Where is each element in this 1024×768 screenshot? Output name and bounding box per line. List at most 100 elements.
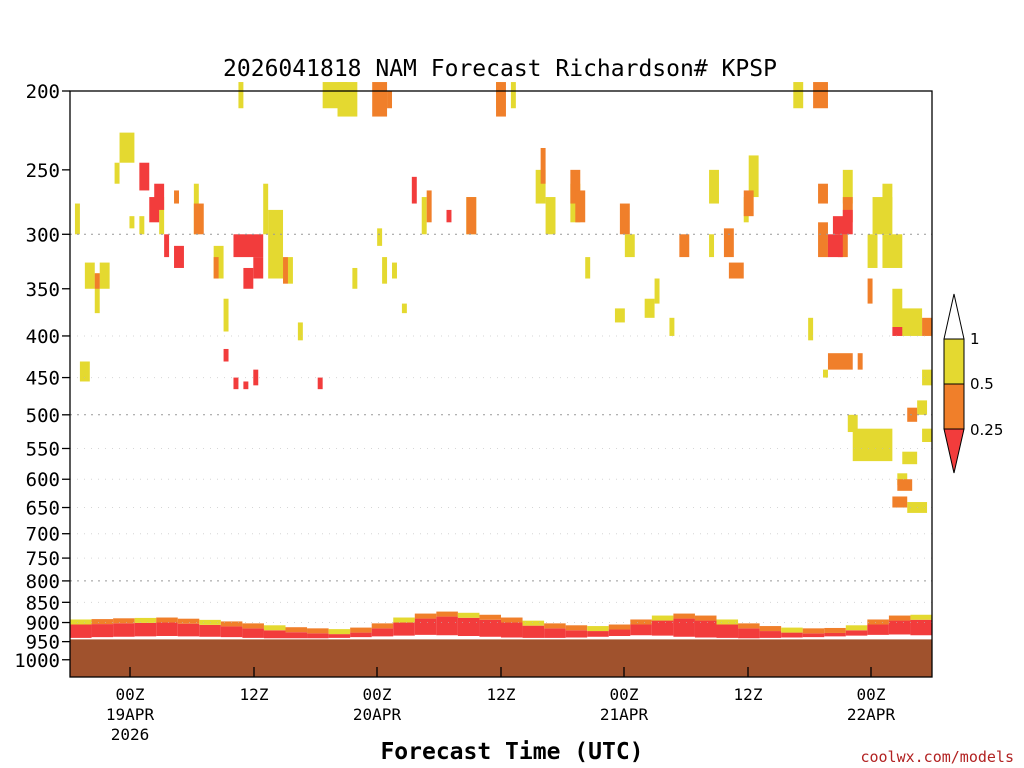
pbl-cell [436,616,458,636]
pbl-fringe-cell [263,625,286,631]
ri-cell [223,348,229,362]
x-tick-label: 00Z [610,685,639,704]
watermark: coolwx.com/models [860,748,1014,766]
pbl-cell [328,634,351,638]
y-tick-label: 400 [26,326,60,348]
ri-cell [263,183,269,235]
pbl-cell [156,622,178,637]
ri-cell [709,169,719,204]
ri-cell [253,257,264,279]
ri-cell [922,428,932,443]
ri-cell [253,369,259,386]
pbl-cell [522,625,545,638]
y-tick-label: 800 [26,571,60,593]
ri-cell [808,317,814,341]
pbl-fringe-cell [716,619,739,625]
ri-cell [842,209,853,235]
pbl-cell [673,618,695,637]
ri-cell [193,203,204,235]
pbl-fringe-cell [738,623,760,629]
ri-cell [268,209,284,279]
ri-cell [164,234,170,258]
x-tick-label: 00Z [116,685,145,704]
pbl-fringe-cell [156,617,178,623]
pbl-fringe-cell [91,619,114,625]
pbl-cell [845,630,868,636]
x-tick-label: 12Z [487,685,516,704]
ri-cell [159,197,165,235]
ri-cell [287,257,293,284]
pbl-cell [393,622,415,636]
pbl-fringe-cell [544,623,566,629]
ri-cell [352,267,358,289]
colorbar-label-1: 1 [970,330,980,348]
pbl-cell [414,618,437,635]
pbl-fringe-cell [673,613,695,619]
colorbar-label-0.25: 0.25 [970,421,1003,439]
x-tick-date: 21APR [600,705,649,724]
ri-cell [466,197,477,235]
ri-cell [852,428,893,462]
ri-cell [842,197,853,223]
ri-cell [922,317,932,336]
ri-cell [545,197,556,235]
ri-cell [446,209,452,223]
ri-cell [372,82,388,117]
ri-cell [139,162,150,191]
ri-cell [748,155,759,198]
pbl-cell [177,623,200,637]
pbl-cell [587,631,609,637]
ri-cell [233,234,264,258]
pbl-fringe-cell [630,619,652,625]
x-tick-label: 00Z [363,685,392,704]
pbl-fringe-cell [867,619,889,625]
pbl-cell [910,619,932,636]
ri-cell [496,82,506,117]
pbl-fringe-cell [565,625,588,631]
ri-cell [654,278,660,304]
ri-cell [818,222,828,258]
y-tick-label: 500 [26,405,60,427]
pbl-fringe-cell [285,627,308,633]
pbl-fringe-cell [242,623,264,629]
pbl-fringe-cell [220,621,243,627]
ri-cell [882,234,903,268]
pbl-cell [608,629,631,637]
pbl-cell [307,633,329,639]
ri-cell [535,169,546,204]
x-tick-date: 20APR [353,705,402,724]
ri-cell [129,216,135,229]
ri-cell [233,377,239,390]
ri-cell [902,451,918,465]
pbl-cell [501,622,523,638]
ri-cell [79,361,90,382]
ri-cell [283,257,288,284]
ri-cell [174,190,179,204]
ri-cell [892,327,903,336]
ri-cell [94,273,100,289]
ri-cell [917,400,928,415]
ri-cell [317,377,323,390]
pbl-cell [630,624,652,636]
y-tick-label: 850 [26,592,60,614]
pbl-cell [70,624,92,638]
pbl-fringe-cell [328,629,351,635]
chart-title: 2026041818 NAM Forecast Richardson# KPSP [223,56,777,82]
y-tick-label: 900 [26,613,60,635]
ri-cell [897,479,913,491]
pbl-cell [113,623,135,637]
ri-cell [857,353,863,370]
pbl-cell [802,633,825,638]
ri-cell [922,369,932,386]
ri-cell [297,322,303,341]
ri-cell [818,183,828,204]
ri-cell [614,308,625,323]
ri-cell [709,234,715,258]
ri-cell [377,228,383,246]
ri-cell [387,91,393,109]
ri-cell [243,267,254,289]
ri-cell [540,147,546,184]
pbl-cell [371,628,394,637]
pbl-fringe-cell [113,618,135,624]
